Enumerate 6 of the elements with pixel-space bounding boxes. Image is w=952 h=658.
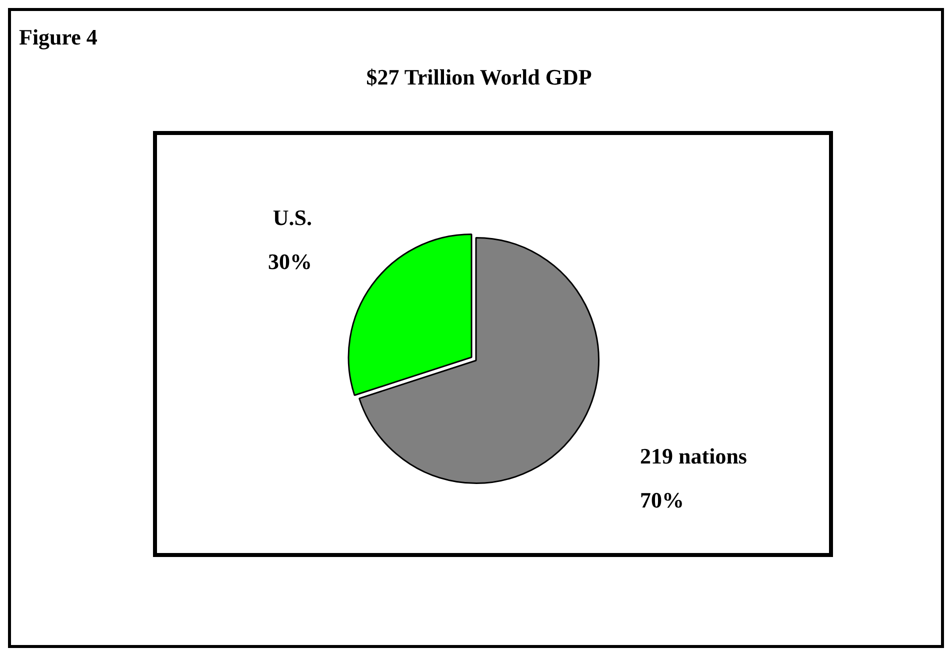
chart-title: $27 Trillion World GDP: [366, 64, 592, 90]
data-label: 30%: [268, 249, 312, 274]
caption: Figure 4: [19, 24, 98, 50]
data-label: 70%: [640, 487, 684, 512]
slice-label: 219 nations: [640, 443, 748, 468]
slice-label: U.S.: [272, 205, 312, 230]
